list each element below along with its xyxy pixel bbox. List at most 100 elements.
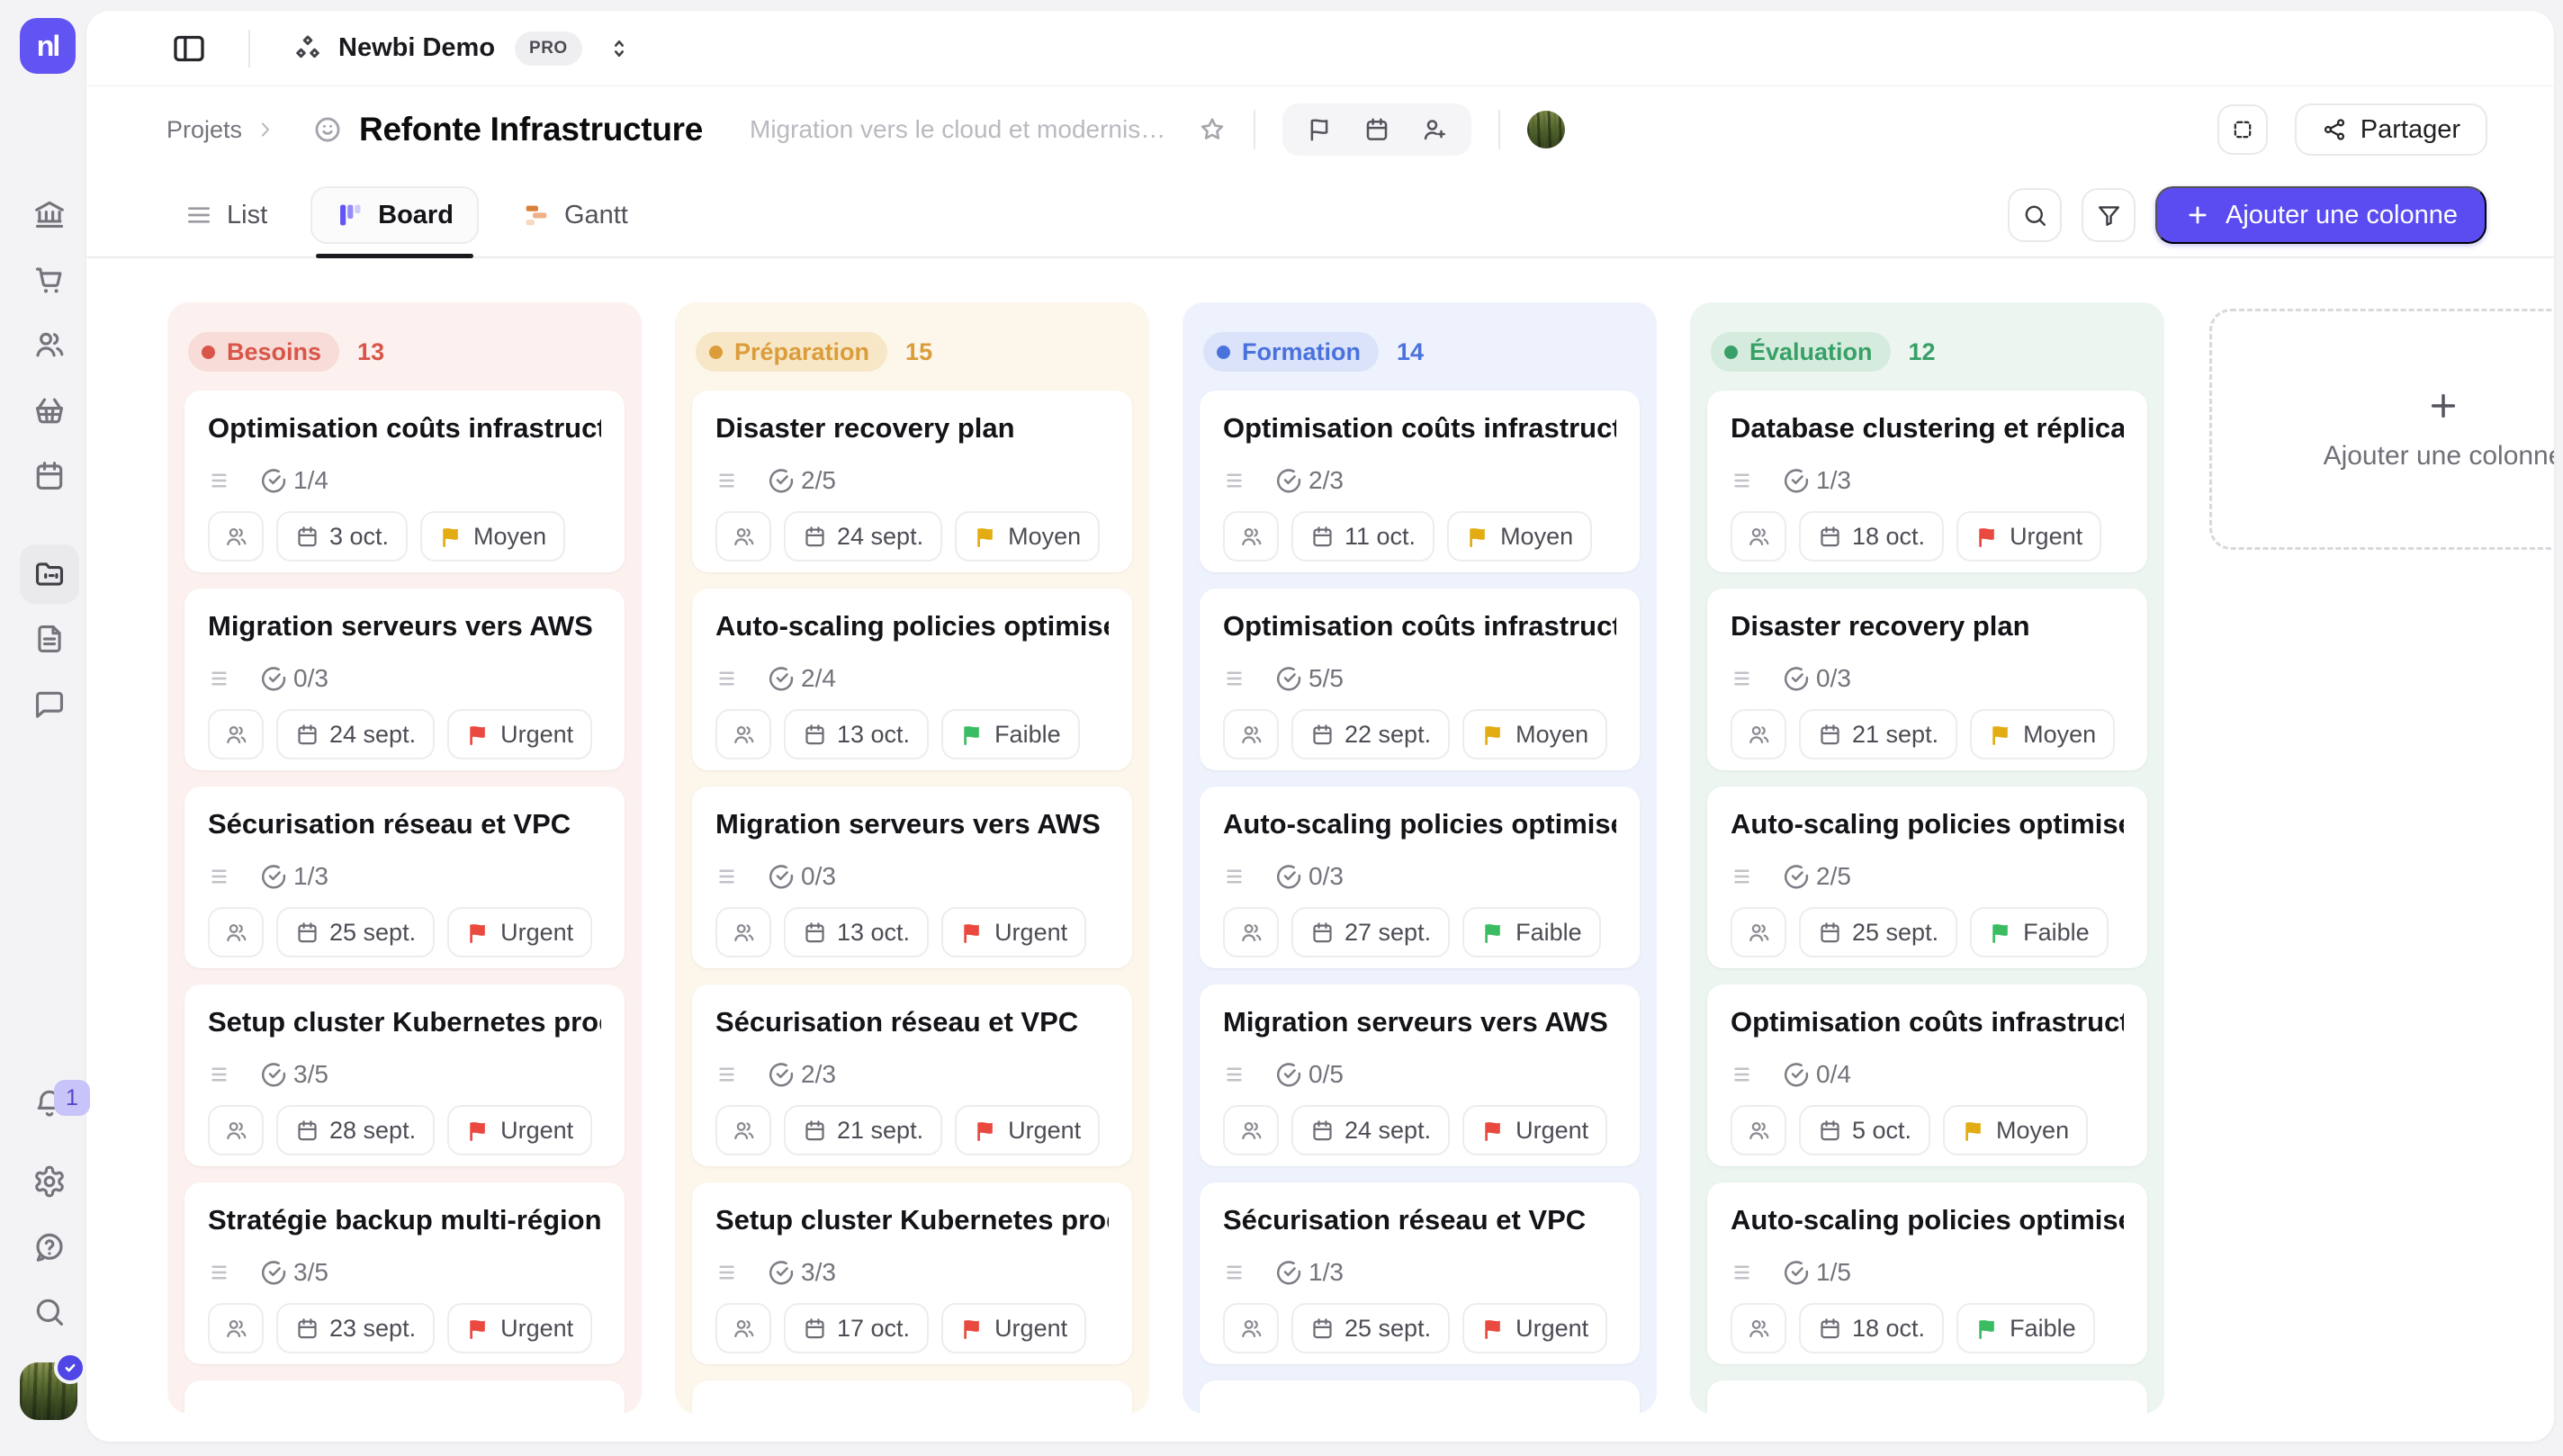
- task-card[interactable]: Migration serveurs vers AWS ECS 0/524 sep…: [1200, 984, 1640, 1166]
- priority-chip[interactable]: Urgent: [447, 709, 593, 759]
- favorite-star-icon[interactable]: [1198, 115, 1227, 144]
- task-card-partial[interactable]: [1707, 1380, 2147, 1414]
- due-date-chip[interactable]: 13 oct.: [784, 709, 930, 759]
- assignees-chip[interactable]: [715, 709, 771, 759]
- due-date-chip[interactable]: 11 oct.: [1291, 511, 1435, 562]
- priority-chip[interactable]: Urgent: [1462, 1105, 1608, 1155]
- task-card[interactable]: Disaster recovery plan 0/3 21 sept. Moyen: [1707, 589, 2147, 770]
- priority-chip[interactable]: Faible: [1970, 907, 2109, 957]
- assignees-chip[interactable]: [1223, 907, 1279, 957]
- tab-gantt[interactable]: Gantt: [522, 201, 628, 230]
- sidebar-item-cart[interactable]: [20, 250, 79, 310]
- assignees-chip[interactable]: [1731, 709, 1786, 759]
- task-card[interactable]: Auto-scaling policies optimisées 0/3 27 se…: [1200, 786, 1640, 968]
- priority-chip[interactable]: Faible: [941, 709, 1080, 759]
- assignees-chip[interactable]: [1223, 1303, 1279, 1353]
- due-date-chip[interactable]: 18 oct.: [1799, 1303, 1945, 1353]
- due-date-chip[interactable]: 24 sept.: [1291, 1105, 1451, 1155]
- due-date-chip[interactable]: 17 oct.: [784, 1303, 930, 1353]
- assignees-chip[interactable]: [208, 1105, 264, 1155]
- task-card[interactable]: Auto-scaling policies optimisées 1/5 18 oc…: [1707, 1182, 2147, 1364]
- priority-chip[interactable]: Moyen: [1943, 1105, 2089, 1155]
- sidebar-item-projects[interactable]: [20, 544, 79, 604]
- priority-chip[interactable]: Urgent: [955, 1105, 1101, 1155]
- sidebar-item-dashboard[interactable]: undefined: [20, 119, 79, 178]
- priority-chip[interactable]: Urgent: [447, 907, 593, 957]
- due-date-chip[interactable]: 25 sept.: [1799, 907, 1958, 957]
- breadcrumb[interactable]: Projets: [166, 115, 243, 143]
- assignees-chip[interactable]: [715, 511, 771, 562]
- task-card[interactable]: Optimisation coûts infrastructure 0/45 oc…: [1707, 984, 2147, 1166]
- assignees-chip[interactable]: [715, 1105, 771, 1155]
- task-card[interactable]: Optimisation coûts infrastructure 1/43 oc…: [184, 391, 625, 572]
- app-logo[interactable]: nl: [20, 18, 76, 74]
- due-date-chip[interactable]: 22 sept.: [1291, 709, 1451, 759]
- project-emoji-icon[interactable]: [312, 114, 343, 145]
- task-card[interactable]: Auto-scaling policies optimisées 2/5 25 se…: [1707, 786, 2147, 968]
- assignees-chip[interactable]: [1731, 511, 1786, 562]
- task-card-partial[interactable]: [692, 1380, 1132, 1414]
- due-date-chip[interactable]: 21 sept.: [784, 1105, 943, 1155]
- priority-chip[interactable]: Urgent: [447, 1105, 593, 1155]
- task-card[interactable]: Setup cluster Kubernetes produ… 3/528 sep…: [184, 984, 625, 1166]
- sidebar-item-basket[interactable]: [20, 381, 79, 440]
- assignees-chip[interactable]: [208, 1303, 264, 1353]
- member-avatar[interactable]: [1527, 111, 1566, 148]
- task-card[interactable]: Migration serveurs vers AWS ECS 0/313 oct…: [692, 786, 1132, 968]
- due-date-chip[interactable]: 21 sept.: [1799, 709, 1958, 759]
- assignees-chip[interactable]: [208, 709, 264, 759]
- workspace-switcher-icon[interactable]: [606, 35, 633, 62]
- add-column-placeholder[interactable]: Ajouter une colonne: [2209, 309, 2554, 550]
- task-card[interactable]: Sécurisation réseau et VPC 1/3 25 sept. Urg…: [1200, 1182, 1640, 1364]
- priority-chip[interactable]: Moyen: [1462, 709, 1608, 759]
- priority-chip[interactable]: Urgent: [941, 907, 1087, 957]
- sidebar-item-calendar[interactable]: [20, 446, 79, 506]
- priority-chip[interactable]: Urgent: [1462, 1303, 1608, 1353]
- sidebar-item-search[interactable]: [20, 1282, 79, 1342]
- priority-chip[interactable]: Moyen: [1447, 511, 1593, 562]
- add-column-button[interactable]: Ajouter une colonne: [2155, 186, 2487, 244]
- assignees-chip[interactable]: [1223, 1105, 1279, 1155]
- due-date-chip[interactable]: 27 sept.: [1291, 907, 1451, 957]
- task-card[interactable]: Auto-scaling policies optimisées 2/4 13 oc…: [692, 589, 1132, 770]
- assignees-chip[interactable]: [1223, 709, 1279, 759]
- assignees-chip[interactable]: [1731, 1303, 1786, 1353]
- task-card[interactable]: Sécurisation réseau et VPC 2/3 21 sept. Urg…: [692, 984, 1132, 1166]
- calendar-icon[interactable]: [1363, 116, 1390, 143]
- sidebar-item-bank[interactable]: [20, 184, 79, 244]
- flag-icon[interactable]: [1306, 116, 1333, 143]
- sidebar-item-users[interactable]: [20, 315, 79, 374]
- priority-chip[interactable]: Moyen: [955, 511, 1101, 562]
- priority-chip[interactable]: Urgent: [941, 1303, 1087, 1353]
- due-date-chip[interactable]: 13 oct.: [784, 907, 930, 957]
- assignees-chip[interactable]: [208, 907, 264, 957]
- due-date-chip[interactable]: 3 oct.: [276, 511, 409, 562]
- due-date-chip[interactable]: 5 oct.: [1799, 1105, 1931, 1155]
- tab-list[interactable]: List: [184, 201, 267, 230]
- due-date-chip[interactable]: 24 sept.: [784, 511, 943, 562]
- add-member-icon[interactable]: [1421, 116, 1448, 143]
- assignees-chip[interactable]: [715, 907, 771, 957]
- task-card[interactable]: Database clustering et réplicati… 1/318 o…: [1707, 391, 2147, 572]
- tab-board[interactable]: Board: [310, 186, 479, 258]
- due-date-chip[interactable]: 28 sept.: [276, 1105, 436, 1155]
- due-date-chip[interactable]: 25 sept.: [276, 907, 436, 957]
- priority-chip[interactable]: Urgent: [1956, 511, 2102, 562]
- task-card[interactable]: Optimisation coûts infrastructure 5/522 s…: [1200, 589, 1640, 770]
- assignees-chip[interactable]: [715, 1303, 771, 1353]
- sidebar-item-settings[interactable]: [20, 1152, 79, 1211]
- due-date-chip[interactable]: 25 sept.: [1291, 1303, 1451, 1353]
- sidebar-item-help[interactable]: [20, 1218, 79, 1277]
- priority-chip[interactable]: Moyen: [420, 511, 566, 562]
- sidebar-toggle-button[interactable]: [171, 31, 207, 67]
- fullscreen-button[interactable]: [2217, 104, 2268, 155]
- priority-chip[interactable]: Faible: [1956, 1303, 2095, 1353]
- filter-button[interactable]: [2082, 188, 2136, 242]
- due-date-chip[interactable]: 24 sept.: [276, 709, 436, 759]
- search-button[interactable]: [2008, 188, 2063, 242]
- assignees-chip[interactable]: [1223, 511, 1279, 562]
- assignees-chip[interactable]: [208, 511, 264, 562]
- task-card[interactable]: Optimisation coûts infrastructure 2/311 o…: [1200, 391, 1640, 572]
- task-card[interactable]: Setup cluster Kubernetes produ… 3/317 oct…: [692, 1182, 1132, 1364]
- sidebar-item-documents[interactable]: [20, 609, 79, 669]
